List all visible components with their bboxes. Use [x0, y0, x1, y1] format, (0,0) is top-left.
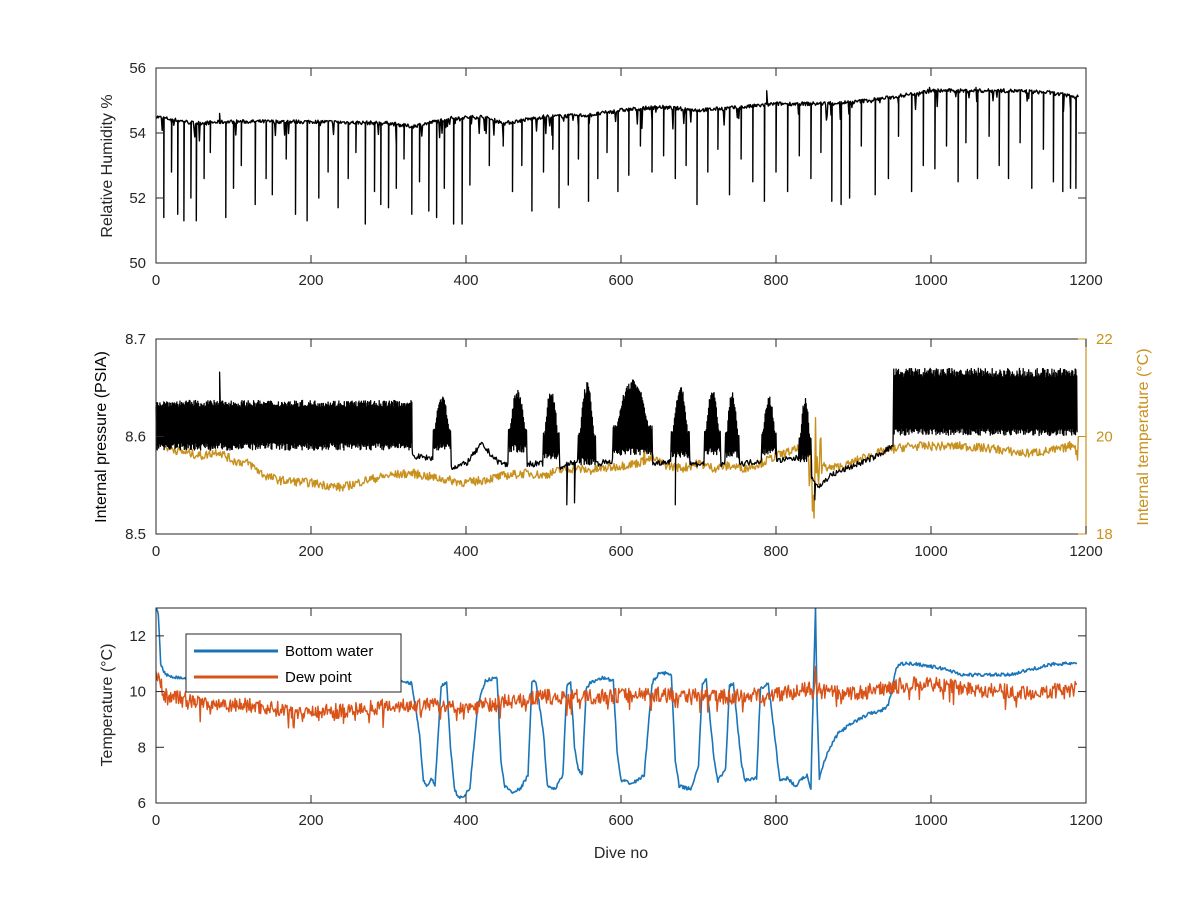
- x-tick-label: 1000: [914, 543, 947, 560]
- x-tick-label: 800: [763, 272, 788, 289]
- legend-box: [185, 633, 402, 693]
- x-tick-label: 600: [608, 543, 633, 560]
- legend-label-bottom-water: Bottom water: [285, 643, 373, 660]
- temperature-panel: 0 200 400 600 800 1000 1200 6 8 10 12 Temperature …: [99, 607, 1103, 862]
- pressure-temperature-plot-area: [155, 367, 1079, 519]
- x-tick-label: 400: [453, 543, 478, 560]
- temperature-ticks: 0 200 400 600 800 1000 1200 6 8 10 12: [129, 608, 1103, 829]
- y-tick-label: 10: [129, 684, 146, 701]
- legend: Bottom water Dew point: [185, 633, 402, 693]
- x-tick-label: 600: [608, 272, 633, 289]
- y-tick-label-right: 18: [1096, 526, 1113, 543]
- x-tick-label: 1200: [1069, 812, 1102, 829]
- x-tick-label: 800: [763, 812, 788, 829]
- y-tick-label: 52: [129, 190, 146, 207]
- x-tick-label: 1200: [1069, 272, 1102, 289]
- y-tick-label-right: 22: [1096, 331, 1113, 348]
- x-tick-label: 400: [453, 812, 478, 829]
- x-tick-label: 200: [298, 272, 323, 289]
- pressure-series-line: [155, 367, 1078, 506]
- x-axis-label: Dive no: [594, 845, 648, 862]
- humidity-plot-area: [155, 86, 1079, 225]
- y-tick-label: 56: [129, 60, 146, 77]
- x-tick-label: 400: [453, 272, 478, 289]
- dew-point-series-line: [156, 665, 1078, 729]
- legend-label-dew-point: Dew point: [285, 669, 353, 686]
- y-tick-label: 8.6: [125, 429, 146, 446]
- y-tick-label: 8.5: [125, 526, 146, 543]
- x-tick-label: 200: [298, 812, 323, 829]
- y-tick-label: 8: [138, 739, 146, 756]
- pressure-y-axis-label: Internal pressure (PSIA): [93, 351, 110, 523]
- y-tick-label: 50: [129, 255, 146, 272]
- humidity-y-axis-label: Relative Humidity %: [99, 94, 116, 237]
- internal-temperature-y-axis-label: Internal temperature (°C): [1135, 348, 1152, 525]
- y-tick-label: 8.7: [125, 331, 146, 348]
- x-tick-label: 200: [298, 543, 323, 560]
- humidity-ticks: 0 200 400 600 800 1000 1200 50 52 54 56: [129, 60, 1102, 289]
- x-tick-label: 800: [763, 543, 788, 560]
- y-tick-label: 6: [138, 795, 146, 812]
- humidity-panel: 0 200 400 600 800 1000 1200 50 52 54 56 Relative H…: [99, 60, 1103, 289]
- internal-temperature-series-line: [155, 417, 1079, 519]
- y-tick-label: 12: [129, 628, 146, 645]
- x-tick-label: 0: [152, 812, 160, 829]
- y-tick-label-right: 20: [1096, 429, 1113, 446]
- x-tick-label: 1000: [914, 812, 947, 829]
- pressure-temperature-ticks: 0 200 400 600 800 1000 1200 8.5 8.6 8.7 18 20 22: [125, 331, 1113, 560]
- x-tick-label: 1000: [914, 272, 947, 289]
- humidity-series-line: [155, 86, 1079, 225]
- temperature-y-axis-label: Temperature (°C): [99, 644, 116, 767]
- x-tick-label: 0: [152, 272, 160, 289]
- x-tick-label: 600: [608, 812, 633, 829]
- pressure-temperature-panel: 0 200 400 600 800 1000 1200 8.5 8.6 8.7 18 20 22 Int…: [93, 331, 1152, 560]
- y-tick-label: 54: [129, 125, 146, 142]
- x-tick-label: 0: [152, 543, 160, 560]
- x-tick-label: 1200: [1069, 543, 1102, 560]
